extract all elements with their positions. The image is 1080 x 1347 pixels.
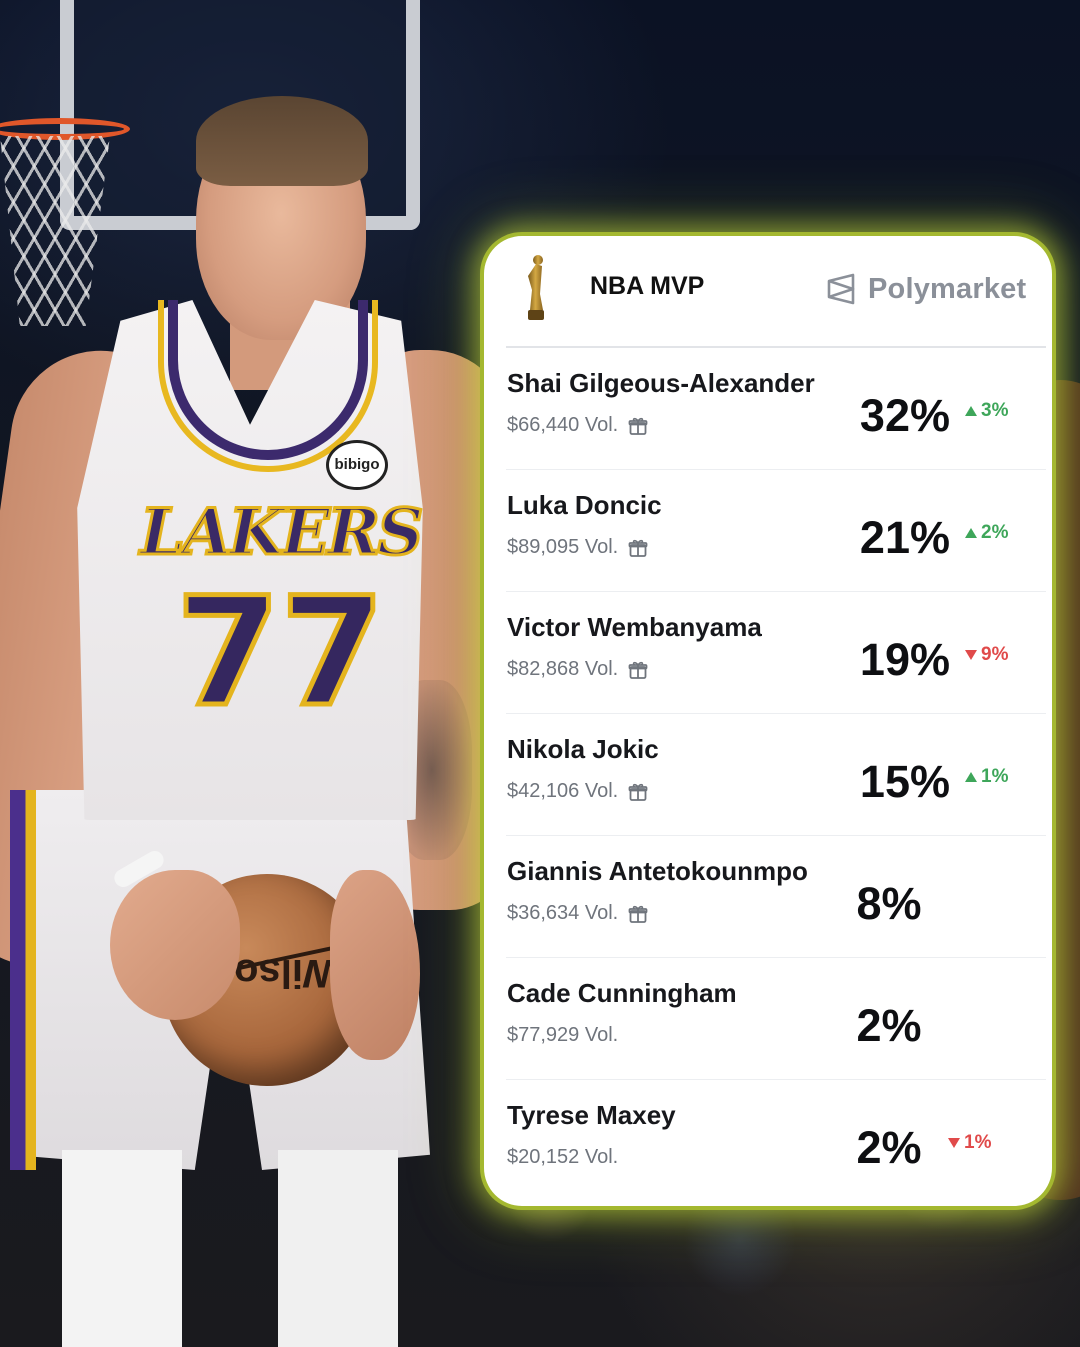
candidate-volume: $82,868 Vol.	[507, 658, 648, 681]
candidate-volume: $36,634 Vol.	[507, 902, 648, 925]
jersey-collar-gold	[158, 300, 378, 472]
change-value: 9%	[981, 644, 1009, 665]
candidate-name: Giannis Antetokounmpo	[507, 856, 808, 886]
candidate-row[interactable]: Tyrese Maxey $20,152 Vol. 2% 1%	[484, 1080, 1052, 1202]
volume-text: $89,095 Vol.	[507, 536, 619, 558]
row-divider	[506, 591, 1046, 592]
sponsor-patch: bibigo	[326, 440, 388, 490]
candidate-change: 1%	[948, 1132, 991, 1154]
market-title: NBA MVP	[590, 272, 705, 300]
candidate-row[interactable]: Victor Wembanyama $82,868 Vol. 19% 9%	[484, 592, 1052, 714]
trophy-icon	[528, 255, 544, 320]
candidate-probability: 32%	[859, 390, 950, 441]
candidate-change: 2%	[965, 522, 1008, 544]
row-divider	[506, 957, 1046, 958]
candidate-name: Cade Cunningham	[507, 978, 737, 1008]
row-divider	[506, 1079, 1046, 1080]
volume-text: $42,106 Vol.	[507, 780, 619, 802]
gift-icon[interactable]	[628, 660, 648, 680]
volume-text: $77,929 Vol.	[507, 1024, 619, 1046]
candidate-probability: 8%	[856, 878, 922, 929]
card-header: NBA MVP Polymarket	[484, 236, 1052, 346]
gift-icon[interactable]	[628, 904, 648, 924]
polymarket-logo-icon	[827, 273, 855, 305]
volume-text: $66,440 Vol.	[507, 414, 619, 436]
gift-icon[interactable]	[628, 538, 648, 558]
candidate-volume: $20,152 Vol.	[507, 1146, 618, 1169]
triangle-down-icon	[965, 650, 977, 660]
change-value: 2%	[981, 522, 1009, 543]
candidate-change: 9%	[965, 644, 1008, 666]
triangle-up-icon	[965, 406, 977, 416]
candidate-row[interactable]: Nikola Jokic $42,106 Vol. 15% 1%	[484, 714, 1052, 836]
row-divider	[506, 469, 1046, 470]
player-hair	[196, 96, 368, 186]
brand[interactable]: Polymarket	[826, 272, 1026, 306]
candidate-probability: 15%	[859, 756, 950, 807]
candidate-name: Nikola Jokic	[507, 734, 659, 764]
candidate-row[interactable]: Luka Doncic $89,095 Vol. 21% 2%	[484, 470, 1052, 592]
candidate-name: Victor Wembanyama	[507, 612, 762, 642]
candidate-probability: 2%	[856, 1122, 922, 1173]
candidate-probability: 2%	[856, 1000, 922, 1051]
market-card[interactable]: NBA MVP Polymarket Shai Gilgeous-Alexand…	[484, 236, 1052, 1206]
candidate-change: 3%	[965, 400, 1008, 422]
candidate-name: Shai Gilgeous-Alexander	[507, 368, 815, 398]
player-right-hand	[330, 870, 420, 1060]
candidate-name: Tyrese Maxey	[507, 1100, 676, 1130]
change-value: 1%	[964, 1132, 992, 1153]
player-left-hand	[110, 870, 240, 1020]
candidate-volume: $89,095 Vol.	[507, 536, 648, 559]
row-divider	[506, 713, 1046, 714]
triangle-up-icon	[965, 528, 977, 538]
player-legs	[30, 1150, 430, 1347]
jersey-number: 77	[174, 566, 388, 740]
brand-name: Polymarket	[868, 272, 1027, 305]
candidate-volume: $42,106 Vol.	[507, 780, 648, 803]
change-value: 1%	[981, 766, 1009, 787]
triangle-down-icon	[948, 1138, 960, 1148]
candidate-row[interactable]: Shai Gilgeous-Alexander $66,440 Vol. 32% 3%	[484, 348, 1052, 470]
row-divider	[506, 835, 1046, 836]
candidate-row[interactable]: Cade Cunningham $77,929 Vol. 2%	[484, 958, 1052, 1080]
player-figure: bibigo LAKERS 77 Wilson	[0, 0, 520, 1347]
candidate-change: 1%	[965, 766, 1008, 788]
volume-text: $82,868 Vol.	[507, 658, 619, 680]
candidate-row[interactable]: Giannis Antetokounmpo $36,634 Vol. 8%	[484, 836, 1052, 958]
candidate-name: Luka Doncic	[507, 490, 662, 520]
header-divider	[506, 346, 1046, 348]
jersey-collar-purple	[168, 300, 368, 460]
gift-icon[interactable]	[628, 416, 648, 436]
candidate-probability: 19%	[859, 634, 950, 685]
candidate-probability: 21%	[859, 512, 950, 563]
candidate-volume: $77,929 Vol.	[507, 1024, 618, 1047]
candidate-volume: $66,440 Vol.	[507, 414, 648, 437]
gift-icon[interactable]	[628, 782, 648, 802]
volume-text: $36,634 Vol.	[507, 902, 619, 924]
volume-text: $20,152 Vol.	[507, 1146, 619, 1168]
triangle-up-icon	[965, 772, 977, 782]
shorts-stripe	[10, 790, 36, 1170]
change-value: 3%	[981, 400, 1009, 421]
jersey-team-name: LAKERS	[139, 494, 425, 572]
